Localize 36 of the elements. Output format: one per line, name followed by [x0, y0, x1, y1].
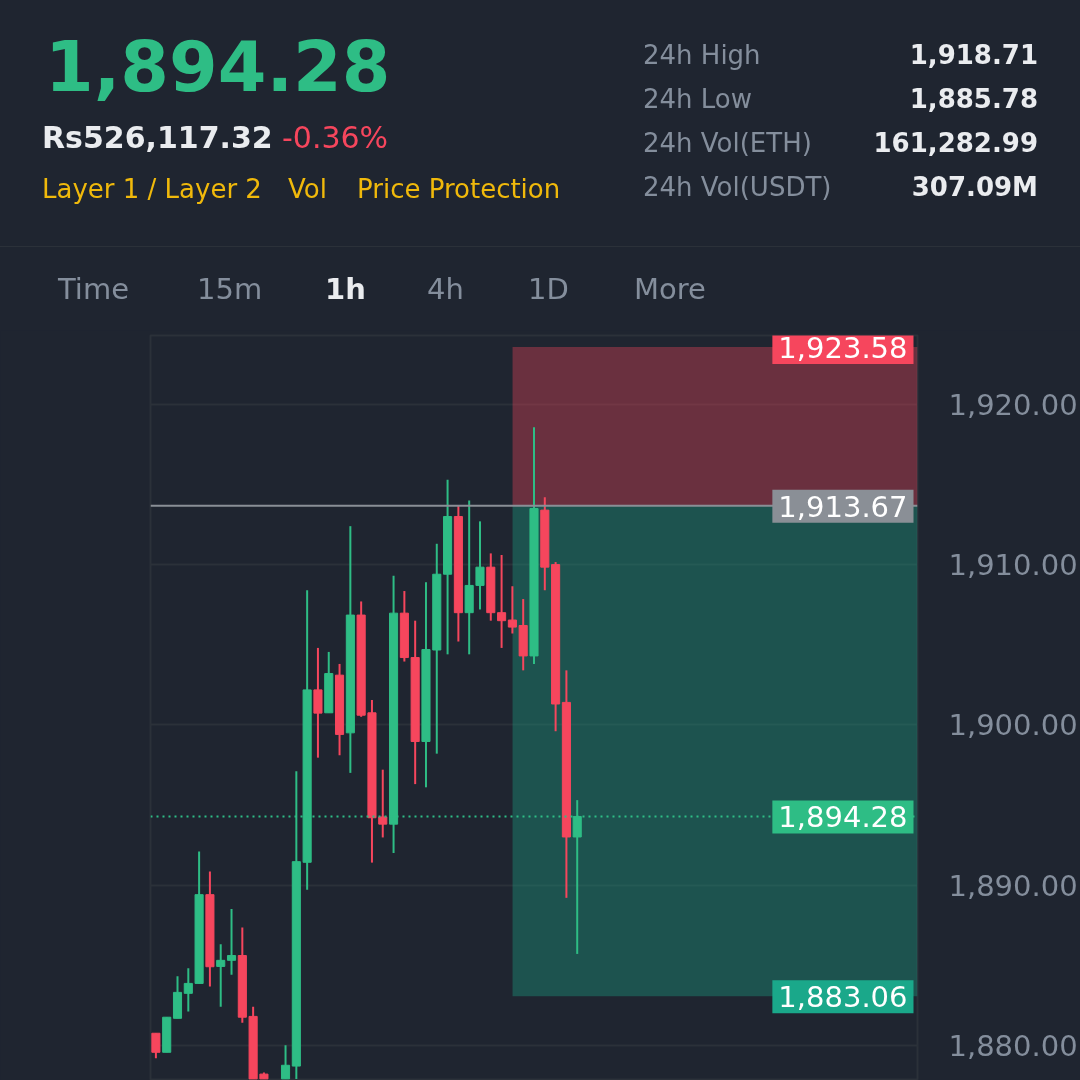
candlestick — [497, 553, 507, 649]
text: 1,894.28 — [45, 25, 391, 109]
text: 307.09M — [911, 172, 1038, 204]
text: 24h Vol(USDT) — [643, 172, 832, 204]
ref-line-label: 1,913.67 — [778, 489, 908, 524]
text: 4h — [427, 272, 464, 307]
ref-line-label: 1,894.28 — [778, 800, 908, 835]
text: 24h Vol(ETH) — [643, 128, 812, 160]
candlestick — [151, 1032, 161, 1060]
y-tick-label: 1,890.00 — [948, 868, 1078, 903]
text: 1,885.78 — [909, 84, 1038, 116]
text: 15m — [197, 272, 263, 307]
candlestick — [183, 967, 193, 1013]
y-tick-label: 1,920.00 — [948, 387, 1078, 422]
text: More — [634, 272, 706, 307]
y-tick-label: 1,880.00 — [948, 1028, 1078, 1063]
band-label: 1,883.06 — [778, 980, 908, 1015]
text: Rs526,117.32 — [42, 120, 273, 156]
text: 1h — [325, 272, 366, 307]
candlestick — [226, 908, 237, 976]
band-label: 1,923.58 — [778, 331, 908, 366]
text: Vol — [288, 174, 327, 206]
text: 24h High — [643, 40, 761, 72]
text: 161,282.99 — [873, 128, 1038, 160]
text: 1D — [528, 272, 569, 307]
text: 1,918.71 — [909, 40, 1038, 72]
candlestick — [280, 1044, 291, 1080]
candlestick — [313, 646, 323, 759]
text: 24h Low — [643, 84, 753, 116]
text: Layer 1 / Layer 2 — [42, 174, 262, 206]
candlestick — [216, 943, 226, 1008]
text: Price Protection — [357, 174, 561, 206]
text: -0.36% — [282, 120, 389, 156]
text: Time — [58, 272, 129, 307]
y-tick-label: 1,910.00 — [948, 548, 1078, 583]
y-tick-label: 1,900.00 — [948, 708, 1078, 743]
